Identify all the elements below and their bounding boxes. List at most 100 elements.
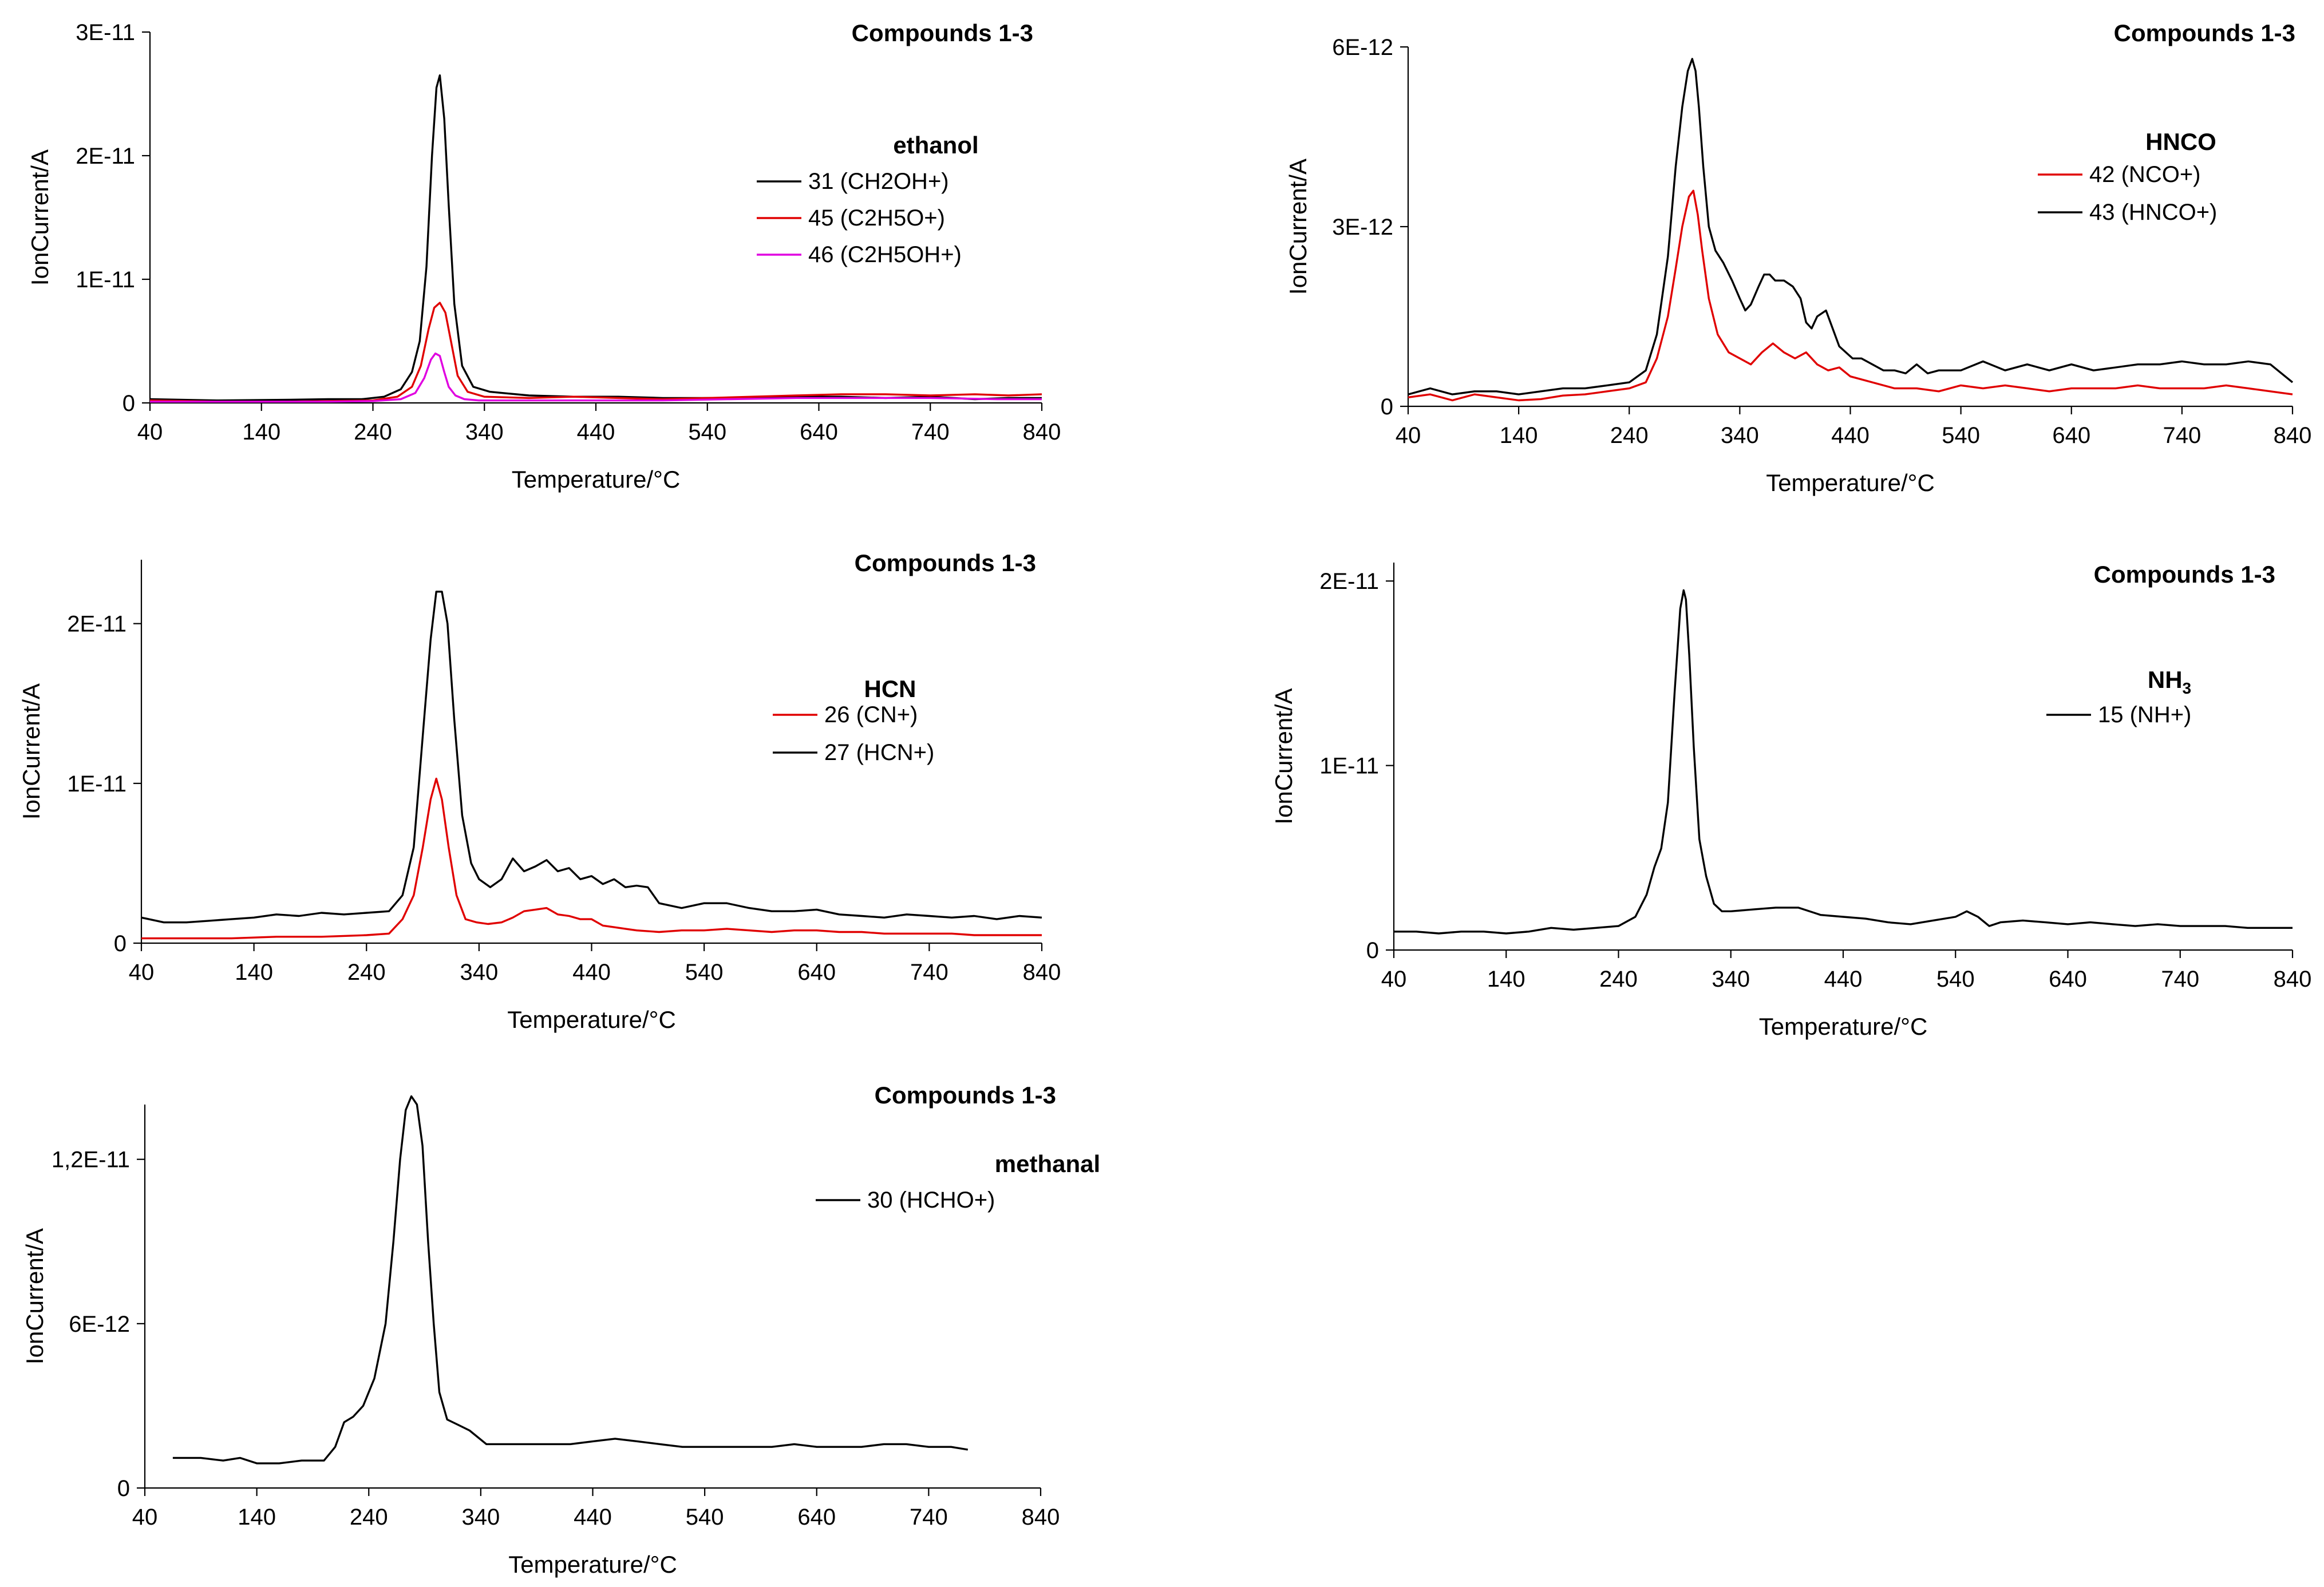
x-tick-label: 440: [574, 1505, 612, 1530]
y-tick-label: 2E-11: [76, 144, 135, 169]
legend-entry-1: 45 (C2H5O+): [808, 205, 945, 231]
x-tick-label: 40: [1396, 423, 1421, 448]
series-line-0: [141, 777, 1042, 940]
series-line-0: [1394, 589, 2293, 935]
y-axis-title: IonCurrent/A: [26, 149, 53, 286]
y-tick-label: 3E-12: [1332, 215, 1393, 240]
y-axis-title: IonCurrent/A: [1270, 688, 1297, 824]
x-tick-label: 740: [911, 419, 950, 445]
x-tick-label: 840: [1022, 1505, 1060, 1530]
x-tick-label: 840: [1023, 960, 1061, 985]
x-tick-label: 340: [465, 419, 504, 445]
y-axis-title: IonCurrent/A: [1284, 159, 1311, 295]
legend-entry-0: 26 (CN+): [824, 702, 918, 727]
chart-panel-hcn: 40 140 240 340 440 540 640 740 840 0 1E-11 2E-11 Tem…: [18, 549, 1061, 1033]
y-axis-title: IonCurrent/A: [18, 683, 45, 820]
compounds-label: Compounds 1-3: [875, 1082, 1056, 1109]
y-tick-label: 1E-11: [76, 267, 135, 292]
x-tick-label: 740: [2161, 967, 2199, 992]
y-tick-label: 0: [1381, 394, 1393, 419]
x-tick-label: 740: [2163, 423, 2202, 448]
chart-panel-nh3: 40 140 240 340 440 540 640 740 840 0 1E-11 2E-11 Tem…: [1270, 561, 2311, 1040]
y-tick-label: 1E-11: [1319, 754, 1379, 779]
x-tick-label: 840: [2274, 423, 2312, 448]
compounds-label: Compounds 1-3: [855, 549, 1036, 576]
y-tick-label: 6E-12: [1332, 35, 1393, 60]
x-tick-label: 140: [238, 1505, 276, 1530]
x-tick-label: 40: [137, 419, 163, 445]
legend-title-main: ethanol: [893, 132, 978, 159]
x-tick-label: 640: [2049, 967, 2087, 992]
legend-title: ethanol: [893, 132, 978, 159]
legend-title-main: HCN: [864, 675, 916, 702]
x-tick-label: 440: [572, 960, 611, 985]
x-tick-label: 40: [129, 960, 155, 985]
x-tick-label: 340: [1721, 423, 1759, 448]
x-tick-label: 340: [460, 960, 499, 985]
y-tick-label: 0: [1366, 938, 1379, 963]
x-tick-label: 140: [242, 419, 280, 445]
compounds-label: Compounds 1-3: [2094, 561, 2275, 588]
x-tick-label: 540: [685, 960, 724, 985]
legend-entry-1: 27 (HCN+): [824, 740, 934, 765]
legend-entry-0: 42 (NCO+): [2089, 162, 2201, 187]
series-line-0: [1408, 189, 2293, 402]
chart-panel-methanal: 40 140 240 340 440 540 640 740 840 0 6E-12 1,2E-11 T…: [21, 1082, 1100, 1578]
x-tick-label: 240: [354, 419, 392, 445]
x-tick-label: 840: [1023, 419, 1061, 445]
legend-title-subscript: 3: [2183, 679, 2192, 697]
legend-entry-0: 30 (HCHO+): [867, 1188, 995, 1213]
x-tick-label: 640: [800, 419, 838, 445]
chart-panel-ethanol: 40 140 240 340 440 540 640 740 840 0 1E-11 2E-11 3E-…: [26, 19, 1061, 493]
series-line-1: [149, 302, 1042, 403]
x-tick-label: 440: [577, 419, 615, 445]
x-tick-label: 340: [1712, 967, 1750, 992]
x-tick-label: 540: [686, 1505, 724, 1530]
compounds-label: Compounds 1-3: [2114, 19, 2295, 46]
y-tick-label: 2E-11: [67, 612, 127, 637]
y-tick-label: 0: [114, 931, 127, 956]
y-tick-label: 6E-12: [69, 1312, 130, 1337]
legend-title: NH3: [2148, 666, 2191, 697]
series-line-1: [141, 591, 1042, 924]
series-line-1: [1408, 58, 2294, 395]
legend-entry-0: 31 (CH2OH+): [808, 169, 949, 194]
x-tick-label: 640: [797, 1505, 836, 1530]
legend-entry-1: 43 (HNCO+): [2089, 200, 2217, 225]
x-tick-label: 440: [1831, 423, 1870, 448]
y-tick-label: 2E-11: [1319, 569, 1379, 594]
x-tick-label: 640: [797, 960, 836, 985]
series-line-0: [172, 1095, 969, 1465]
x-axis-title: Temperature/°C: [512, 466, 681, 493]
y-axis-title: IonCurrent/A: [21, 1228, 48, 1364]
series-line-2: [150, 352, 1042, 403]
x-tick-label: 340: [462, 1505, 500, 1530]
x-tick-label: 540: [688, 419, 726, 445]
x-tick-label: 240: [1599, 967, 1638, 992]
x-tick-label: 740: [910, 1505, 948, 1530]
x-tick-label: 40: [1381, 967, 1407, 992]
x-tick-label: 540: [1942, 423, 1980, 448]
legend-title: HNCO: [2145, 128, 2216, 155]
y-tick-label: 0: [117, 1476, 130, 1501]
legend-title-main: HNCO: [2145, 128, 2216, 155]
x-tick-label: 40: [132, 1505, 158, 1530]
y-tick-label: 3E-11: [76, 20, 135, 45]
x-axis-title: Temperature/°C: [1766, 469, 1935, 496]
legend-title: methanal: [995, 1150, 1100, 1177]
legend-title: HCN: [864, 675, 916, 702]
compounds-label: Compounds 1-3: [852, 19, 1033, 46]
x-axis-title: Temperature/°C: [1759, 1013, 1928, 1040]
x-tick-label: 540: [1936, 967, 1975, 992]
y-tick-label: 1,2E-11: [52, 1147, 130, 1173]
x-tick-label: 140: [1500, 423, 1538, 448]
x-tick-label: 140: [1487, 967, 1525, 992]
x-axis-title: Temperature/°C: [507, 1006, 676, 1033]
legend-title-main: NH: [2148, 666, 2183, 693]
legend-title-main: methanal: [995, 1150, 1100, 1177]
x-axis-title: Temperature/°C: [508, 1551, 677, 1578]
legend-entry-2: 46 (C2H5OH+): [808, 242, 962, 267]
x-tick-label: 840: [2274, 967, 2312, 992]
legend-entry-0: 15 (NH+): [2098, 702, 2191, 727]
